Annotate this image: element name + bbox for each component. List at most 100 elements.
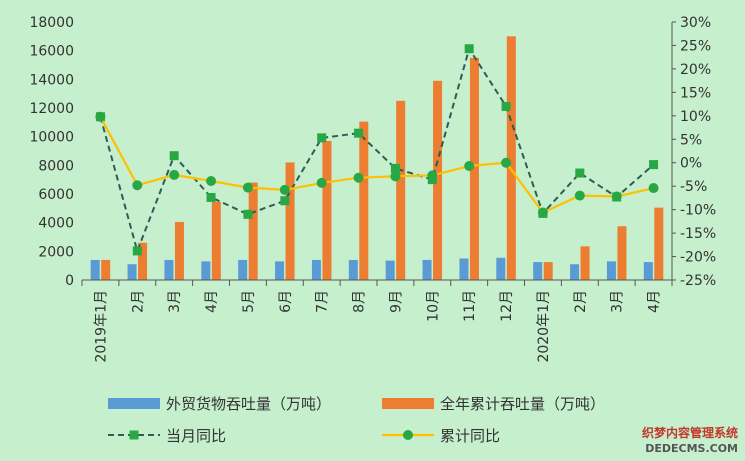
marker-cumulative-yoy	[537, 207, 548, 218]
bar-trade	[201, 261, 211, 280]
bar-cumulative	[396, 100, 406, 280]
right-tick-label: 5%	[680, 132, 702, 148]
marker-cumulative-yoy	[206, 176, 217, 187]
bar-trade	[422, 259, 432, 280]
right-tick-label: 10%	[680, 109, 711, 125]
x-tick-label: 2020年1月	[536, 290, 552, 363]
bar-trade	[127, 264, 137, 280]
right-tick-label: -10%	[680, 203, 716, 219]
right-tick-label: -15%	[680, 226, 716, 242]
bar-trade	[385, 260, 395, 280]
x-tick-label: 10月	[425, 290, 441, 322]
marker-monthly-yoy	[206, 192, 216, 202]
left-tick-label: 14000	[29, 72, 74, 88]
bars-layer	[90, 36, 664, 281]
marker-monthly-yoy	[575, 168, 585, 178]
right-tick-label: 0%	[680, 156, 702, 172]
x-tick-label: 4月	[647, 290, 663, 313]
bar-cumulative	[506, 36, 516, 281]
right-tick-label: -5%	[680, 179, 707, 195]
watermark-line1: 织梦内容管理系统	[642, 425, 738, 440]
bar-trade	[238, 259, 248, 280]
bar-trade	[90, 259, 100, 280]
axes-layer: 0 2000 4000 6000 8000 10000 12000 14000 16000 180…	[29, 15, 716, 289]
watermark-line2: DEDECMS.COM	[645, 442, 738, 455]
lines-layer	[95, 44, 659, 256]
marker-cumulative-yoy	[574, 190, 585, 201]
marker-cumulative-yoy	[501, 157, 512, 168]
marker-cumulative-yoy	[95, 111, 106, 122]
marker-cumulative-yoy	[353, 172, 364, 183]
bar-trade	[606, 261, 616, 280]
bar-cumulative	[433, 80, 443, 281]
bar-cumulative	[359, 121, 369, 280]
bar-cumulative	[101, 259, 111, 280]
marker-monthly-yoy	[280, 196, 290, 206]
right-tick-label: 30%	[680, 15, 711, 31]
legend-swatch-trade	[108, 398, 160, 409]
bar-trade	[275, 261, 285, 280]
bar-cumulative	[138, 242, 148, 280]
left-tick-label: 18000	[29, 15, 74, 31]
x-tick-label: 3月	[167, 290, 183, 313]
right-tick-label: -25%	[680, 273, 716, 289]
marker-monthly-yoy	[317, 133, 327, 143]
marker-cumulative-yoy	[427, 170, 438, 181]
bar-trade	[311, 259, 321, 280]
marker-cumulative-yoy	[169, 169, 180, 180]
legend-label-monthly-yoy: 当月同比	[166, 427, 226, 445]
right-tick-label: 25%	[680, 38, 711, 54]
x-tick-label: 6月	[278, 290, 294, 313]
bar-trade	[496, 257, 506, 280]
marker-monthly-yoy	[132, 246, 142, 256]
line-monthly-yoy	[99, 46, 655, 255]
bar-cumulative	[248, 182, 258, 280]
right-tick-label: -20%	[680, 250, 716, 266]
x-tick-label: 2月	[130, 290, 146, 313]
right-tick-label: 15%	[680, 85, 711, 101]
marker-cumulative-yoy	[648, 183, 659, 194]
marker-monthly-yoy	[501, 101, 511, 111]
marker-cumulative-yoy	[390, 171, 401, 182]
left-tick-label: 4000	[38, 216, 74, 232]
x-tick-label: 12月	[499, 290, 515, 322]
marker-monthly-yoy	[169, 151, 179, 161]
bar-trade	[348, 259, 358, 280]
marker-cumulative-yoy	[242, 182, 253, 193]
legend-label-cumulative: 全年累计吞吐量（万吨）	[440, 395, 605, 413]
line-cumulative-yoy	[99, 116, 654, 214]
bar-trade	[643, 262, 653, 280]
x-tick-label: 5月	[241, 290, 257, 313]
marker-monthly-yoy	[649, 160, 659, 170]
left-tick-label: 8000	[38, 158, 74, 174]
bar-cumulative	[654, 207, 664, 280]
marker-monthly-yoy	[464, 44, 474, 54]
marker-cumulative-yoy	[132, 180, 143, 191]
legend-label-cumulative-yoy: 累计同比	[440, 427, 500, 445]
left-tick-label: 0	[65, 273, 74, 289]
marker-monthly-yoy	[243, 209, 253, 219]
left-tick-label: 6000	[38, 187, 74, 203]
x-tick-label: 8月	[352, 290, 368, 313]
bar-cumulative	[285, 162, 295, 280]
left-tick-label: 12000	[29, 101, 74, 117]
marker-monthly-yoy	[390, 163, 400, 173]
bar-trade	[533, 262, 543, 280]
bar-cumulative	[211, 201, 221, 280]
marker-cumulative-yoy	[611, 191, 622, 202]
bar-cumulative	[543, 262, 553, 280]
x-tick-label: 2019年1月	[93, 290, 109, 363]
bar-cumulative	[617, 226, 627, 280]
left-tick-label: 16000	[29, 44, 74, 60]
legend-marker-cumulative-yoy	[403, 430, 413, 440]
bar-cumulative	[174, 221, 184, 280]
x-tick-label: 7月	[315, 290, 331, 313]
watermark: 织梦内容管理系统 DEDECMS.COM	[642, 425, 738, 455]
x-tick-label: 4月	[204, 290, 220, 313]
left-tick-label: 10000	[29, 130, 74, 146]
bar-trade	[164, 259, 174, 280]
left-tick-label: 2000	[38, 244, 74, 260]
x-axis-labels: 2019年1月 2月 3月 4月 5月 6月 7月 8月 9月 10月 11月 12月 2020年1月 2…	[93, 290, 662, 363]
